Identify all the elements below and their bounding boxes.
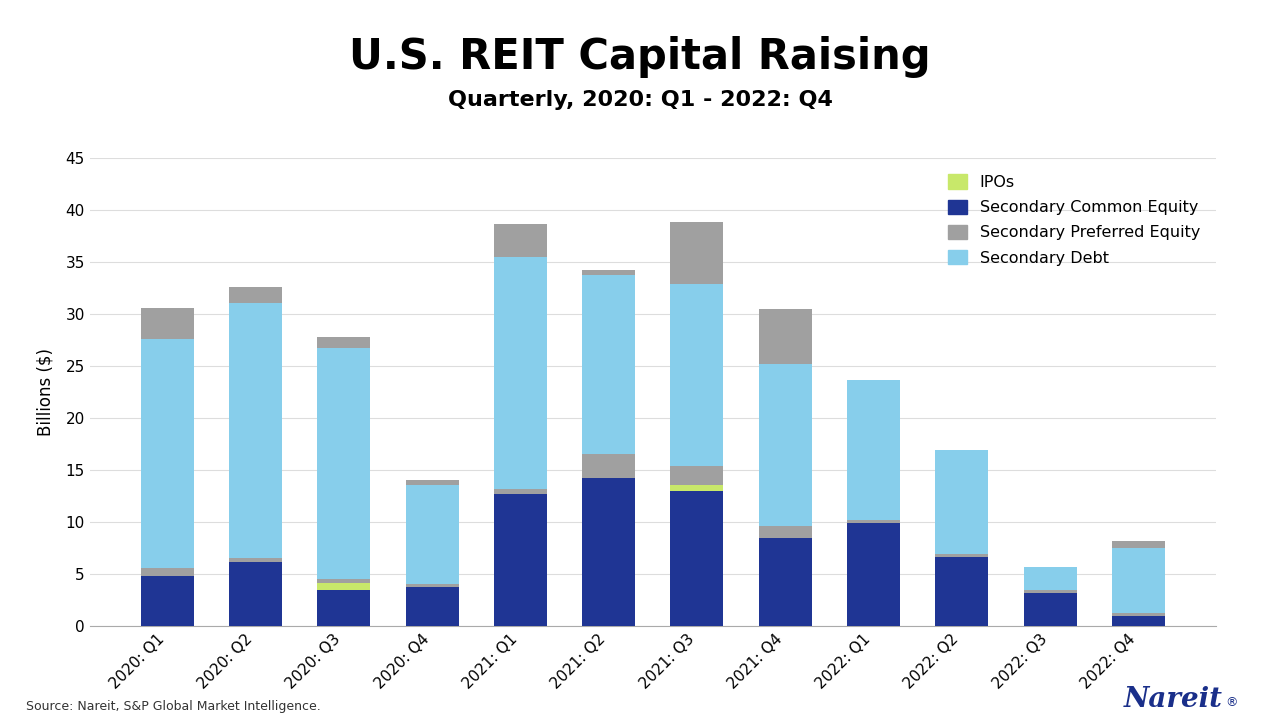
Legend: IPOs, Secondary Common Equity, Secondary Preferred Equity, Secondary Debt: IPOs, Secondary Common Equity, Secondary… — [940, 166, 1208, 274]
Bar — [141, 308, 193, 339]
Bar — [759, 309, 812, 364]
Bar — [936, 557, 988, 626]
Bar — [229, 558, 282, 562]
Bar — [317, 590, 370, 626]
Bar — [494, 489, 547, 495]
Bar — [1112, 613, 1165, 616]
Bar — [847, 521, 900, 523]
Bar — [229, 287, 282, 303]
Bar — [671, 491, 723, 626]
Text: Nareit: Nareit — [1124, 685, 1222, 713]
Bar — [229, 562, 282, 626]
Bar — [494, 257, 547, 489]
Text: Source: Nareit, S&P Global Market Intelligence.: Source: Nareit, S&P Global Market Intell… — [26, 700, 320, 713]
Y-axis label: Billions ($): Billions ($) — [36, 348, 54, 436]
Bar — [671, 222, 723, 284]
Bar — [317, 348, 370, 579]
Bar — [406, 584, 458, 587]
Text: ®: ® — [1225, 696, 1238, 709]
Bar — [582, 275, 635, 454]
Bar — [406, 485, 458, 584]
Bar — [1112, 616, 1165, 626]
Bar — [759, 538, 812, 626]
Bar — [317, 579, 370, 582]
Bar — [582, 270, 635, 275]
Bar — [671, 284, 723, 467]
Bar — [671, 467, 723, 485]
Bar — [582, 454, 635, 477]
Bar — [141, 568, 193, 577]
Bar — [229, 303, 282, 558]
Bar — [582, 477, 635, 626]
Bar — [141, 577, 193, 626]
Bar — [317, 582, 370, 590]
Bar — [936, 449, 988, 554]
Bar — [1024, 567, 1076, 590]
Bar — [1112, 541, 1165, 549]
Bar — [847, 380, 900, 521]
Bar — [494, 224, 547, 257]
Bar — [406, 480, 458, 485]
Bar — [671, 485, 723, 491]
Bar — [1112, 549, 1165, 613]
Bar — [494, 495, 547, 626]
Bar — [406, 587, 458, 626]
Bar — [1024, 593, 1076, 626]
Bar — [759, 364, 812, 526]
Bar — [1024, 590, 1076, 593]
Bar — [141, 339, 193, 568]
Bar — [936, 554, 988, 557]
Bar — [759, 526, 812, 538]
Bar — [317, 337, 370, 348]
Bar — [847, 523, 900, 626]
Text: Quarterly, 2020: Q1 - 2022: Q4: Quarterly, 2020: Q1 - 2022: Q4 — [448, 90, 832, 110]
Text: U.S. REIT Capital Raising: U.S. REIT Capital Raising — [349, 36, 931, 78]
